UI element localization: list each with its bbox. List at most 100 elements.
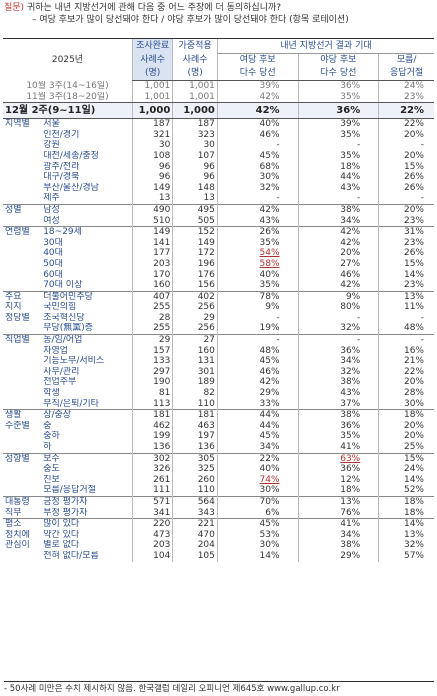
table-row: 중도 326 325 40% 36% 24% [3,464,434,475]
cell-subgroup: 강원 [41,140,132,151]
cell-p1: 39% [216,80,299,92]
cell-p3: 15% [378,452,434,465]
cell-n2-text: 96 [203,172,215,183]
cell-p1: 35% [216,280,299,292]
cell-subgroup-text: 부산/울산/경남 [43,182,99,193]
header-group: 내년 지방선거 결과 기대 [216,38,434,54]
cell-subgroup-text: 긍정 평가자 [43,496,88,507]
cell-p1-text: 43% [259,215,280,226]
cell-n2: 152 [172,226,218,238]
cell-n1: 136 [131,442,173,454]
cell-n1-text: 113 [153,398,171,409]
cell-p2: 38% [297,203,379,216]
cell-p3: 22% [378,366,434,378]
cell-category: 성향별 [3,452,42,465]
cell-subgroup-text: 전업주부 [43,377,77,388]
cell-n1-text: 462 [153,420,171,431]
table-row: 제주 13 13 - - - [3,193,434,205]
cell-n1: 28 [131,312,173,324]
cell-p2-text: 38% [340,377,361,388]
table-row: 인천/경기 321 323 46% 35% 20% [3,129,434,141]
table-row: 주요 더불어민주당 407 402 78% 9% 13% [3,290,434,303]
cell-n1: 1,001 [131,80,173,92]
cell-subgroup-text: 기능노무/서비스 [43,356,105,367]
cell-p1-text: 35% [259,237,280,248]
cell-category [3,399,41,410]
cell-p1-text: 6% [265,507,280,518]
cell-subgroup-text: 사무/관리 [43,366,80,377]
cell-p1-text: 44% [259,410,280,421]
cell-category [3,216,41,227]
cell-p3-text: 24% [403,464,424,475]
cell-subgroup: 조국혁신당 [41,313,132,324]
cell-subgroup: 서울 [41,118,133,130]
cell-n2: 470 [172,529,218,541]
cell-n2-text: 260 [197,474,215,485]
cell-p3-text: 30% [403,398,424,409]
cell-p3: 11% [378,302,434,313]
cell-p1: 45% [216,150,299,162]
cell-p2-text: 27% [340,258,361,269]
cell-p2-text: 41% [340,519,361,530]
cell-p2: 35% [297,129,379,141]
cell-subgroup-text: 대구/경북 [43,172,80,183]
cell-p3-text: 23% [403,280,424,291]
cell-n1: 462 [131,420,173,432]
cell-n2: 196 [172,258,218,270]
cell-p2: 43% [297,182,379,194]
table-row: 무직/은퇴/기타 113 110 33% 37% 30% [3,398,434,410]
row-label: 11월 3주(18~20일) [3,91,133,104]
cell-p1-text: 42% [259,377,280,388]
cell-subgroup-text: 별로 없다 [43,540,80,551]
cell-p3: 20% [378,203,434,216]
cell-n1-text: 407 [153,291,171,302]
cell-p3-text: 18% [403,496,424,507]
cell-p2: 36% [297,80,379,92]
cell-p2: 44% [297,172,379,183]
cell-category-text: 직업별 [5,335,30,346]
cell-n1: 220 [131,518,173,530]
cell-subgroup: 약간 있다 [41,530,132,541]
cell-p2: 35% [297,150,379,162]
cell-p1-text: 33% [259,398,280,409]
cell-category: 직무 [3,508,41,519]
cell-category-text: 지역별 [5,119,30,130]
cell-p1-text: 45% [259,431,280,442]
cell-p2: 38% [297,540,379,551]
cell-n2: 176 [172,269,218,281]
cell-p2-text: - [356,335,361,346]
cell-p3-text: 26% [403,172,424,183]
cell-p1: 45% [216,356,299,367]
cell-subgroup-text: 중하 [43,431,60,442]
cell-n2-text: 13 [203,193,215,204]
cell-n1-text: 255 [153,302,171,313]
cell-p2-text: 32% [340,323,361,334]
cell-n1: 157 [131,345,173,357]
cell-subgroup: 기능노무/서비스 [41,356,132,367]
cell-n1-text: 261 [153,474,171,485]
cell-p3-text: 52% [403,485,424,496]
cell-p3: 13% [378,529,434,541]
table-row: 기능노무/서비스 133 131 45% 34% 21% [3,356,434,367]
cell-subgroup: 자영업 [41,346,132,357]
cell-p3: 24% [378,464,434,475]
cell-n1-text: 473 [153,529,171,540]
table-row: 성별 남성 490 495 42% 38% 20% [3,203,434,216]
header-p1-top: 여당 후보 [216,53,299,67]
cell-p2-text: 43% [340,388,361,399]
cell-n1-text: 28 [158,312,171,323]
table-row: 지역별 서울 187 187 40% 39% 22% [3,118,434,130]
cell-category: 성별 [3,203,42,216]
cell-p2: 20% [297,248,379,259]
cell-p3-text: 15% [403,453,424,464]
header-p1-bottom: 다수 당선 [216,67,299,81]
cell-p2-text: 20% [340,248,361,259]
cell-n1-text: 136 [153,442,171,452]
question-line-1: 질문) 귀하는 내년 지방선거에 관해 다음 중 어느 주장에 더 동의하십니까… [4,2,434,14]
cell-n1-text: 133 [153,356,171,367]
cell-p2-text: 34% [340,356,361,367]
cell-p1-text: 9% [265,302,280,313]
cell-n1: 113 [131,398,173,410]
cell-category [3,388,41,399]
table-row: 성향별 보수 302 305 22% 63% 15% [3,452,434,465]
